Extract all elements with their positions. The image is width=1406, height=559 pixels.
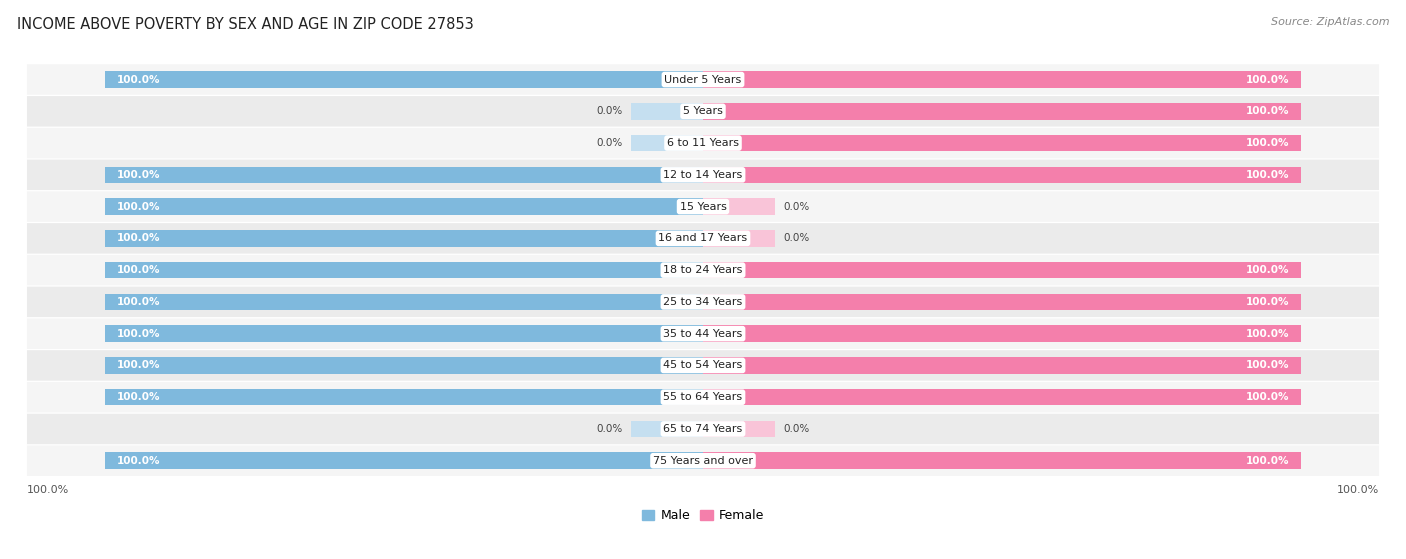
Text: 0.0%: 0.0% bbox=[783, 202, 810, 212]
Text: 5 Years: 5 Years bbox=[683, 106, 723, 116]
Text: Under 5 Years: Under 5 Years bbox=[665, 74, 741, 84]
Text: 100.0%: 100.0% bbox=[117, 392, 160, 402]
Text: 100.0%: 100.0% bbox=[1246, 74, 1289, 84]
Text: 0.0%: 0.0% bbox=[596, 138, 623, 148]
Text: 100.0%: 100.0% bbox=[117, 456, 160, 466]
FancyBboxPatch shape bbox=[27, 255, 1379, 286]
FancyBboxPatch shape bbox=[27, 287, 1379, 317]
Bar bbox=[703, 198, 775, 215]
Bar bbox=[104, 167, 703, 183]
FancyBboxPatch shape bbox=[27, 319, 1379, 349]
Bar bbox=[703, 452, 1302, 469]
Legend: Male, Female: Male, Female bbox=[637, 504, 769, 527]
Text: 0.0%: 0.0% bbox=[596, 424, 623, 434]
Text: 100.0%: 100.0% bbox=[1246, 329, 1289, 339]
Bar bbox=[703, 262, 1302, 278]
Bar bbox=[104, 293, 703, 310]
FancyBboxPatch shape bbox=[27, 350, 1379, 381]
Text: 100.0%: 100.0% bbox=[117, 329, 160, 339]
Bar bbox=[104, 262, 703, 278]
Text: 100.0%: 100.0% bbox=[27, 485, 69, 495]
FancyBboxPatch shape bbox=[27, 382, 1379, 413]
Bar bbox=[104, 72, 703, 88]
FancyBboxPatch shape bbox=[27, 446, 1379, 476]
Text: 45 to 54 Years: 45 to 54 Years bbox=[664, 361, 742, 371]
Bar bbox=[703, 357, 1302, 373]
Text: 100.0%: 100.0% bbox=[117, 74, 160, 84]
Text: 75 Years and over: 75 Years and over bbox=[652, 456, 754, 466]
Bar bbox=[703, 167, 1302, 183]
Text: 100.0%: 100.0% bbox=[117, 361, 160, 371]
Text: 35 to 44 Years: 35 to 44 Years bbox=[664, 329, 742, 339]
Text: 100.0%: 100.0% bbox=[117, 297, 160, 307]
FancyBboxPatch shape bbox=[27, 414, 1379, 444]
Bar bbox=[104, 325, 703, 342]
Text: 55 to 64 Years: 55 to 64 Years bbox=[664, 392, 742, 402]
Text: 0.0%: 0.0% bbox=[783, 233, 810, 243]
FancyBboxPatch shape bbox=[27, 64, 1379, 95]
Text: 100.0%: 100.0% bbox=[1246, 265, 1289, 275]
Text: 0.0%: 0.0% bbox=[783, 424, 810, 434]
Text: 0.0%: 0.0% bbox=[596, 106, 623, 116]
Text: 15 Years: 15 Years bbox=[679, 202, 727, 212]
Text: 25 to 34 Years: 25 to 34 Years bbox=[664, 297, 742, 307]
Text: 12 to 14 Years: 12 to 14 Years bbox=[664, 170, 742, 180]
Bar bbox=[703, 230, 775, 247]
Text: 65 to 74 Years: 65 to 74 Years bbox=[664, 424, 742, 434]
Bar bbox=[104, 452, 703, 469]
Bar bbox=[703, 135, 1302, 151]
FancyBboxPatch shape bbox=[27, 159, 1379, 190]
Text: Source: ZipAtlas.com: Source: ZipAtlas.com bbox=[1271, 17, 1389, 27]
Text: 100.0%: 100.0% bbox=[117, 265, 160, 275]
Text: 16 and 17 Years: 16 and 17 Years bbox=[658, 233, 748, 243]
Text: 100.0%: 100.0% bbox=[1246, 106, 1289, 116]
Text: 100.0%: 100.0% bbox=[117, 202, 160, 212]
Text: 18 to 24 Years: 18 to 24 Years bbox=[664, 265, 742, 275]
Bar bbox=[703, 293, 1302, 310]
Text: 100.0%: 100.0% bbox=[117, 233, 160, 243]
Bar bbox=[104, 389, 703, 405]
Bar bbox=[703, 389, 1302, 405]
Bar bbox=[631, 103, 703, 120]
Bar bbox=[104, 357, 703, 373]
Text: 100.0%: 100.0% bbox=[117, 170, 160, 180]
FancyBboxPatch shape bbox=[27, 191, 1379, 222]
Text: 100.0%: 100.0% bbox=[1246, 456, 1289, 466]
Bar bbox=[104, 198, 703, 215]
Text: 6 to 11 Years: 6 to 11 Years bbox=[666, 138, 740, 148]
Text: 100.0%: 100.0% bbox=[1337, 485, 1379, 495]
Text: 100.0%: 100.0% bbox=[1246, 170, 1289, 180]
Bar bbox=[631, 421, 703, 437]
Text: INCOME ABOVE POVERTY BY SEX AND AGE IN ZIP CODE 27853: INCOME ABOVE POVERTY BY SEX AND AGE IN Z… bbox=[17, 17, 474, 32]
FancyBboxPatch shape bbox=[27, 223, 1379, 254]
FancyBboxPatch shape bbox=[27, 96, 1379, 126]
FancyBboxPatch shape bbox=[27, 128, 1379, 158]
Text: 100.0%: 100.0% bbox=[1246, 392, 1289, 402]
Bar bbox=[703, 72, 1302, 88]
Bar bbox=[631, 135, 703, 151]
Bar bbox=[703, 103, 1302, 120]
Bar bbox=[703, 325, 1302, 342]
Text: 100.0%: 100.0% bbox=[1246, 297, 1289, 307]
Bar bbox=[703, 421, 775, 437]
Text: 100.0%: 100.0% bbox=[1246, 361, 1289, 371]
Bar bbox=[104, 230, 703, 247]
Text: 100.0%: 100.0% bbox=[1246, 138, 1289, 148]
